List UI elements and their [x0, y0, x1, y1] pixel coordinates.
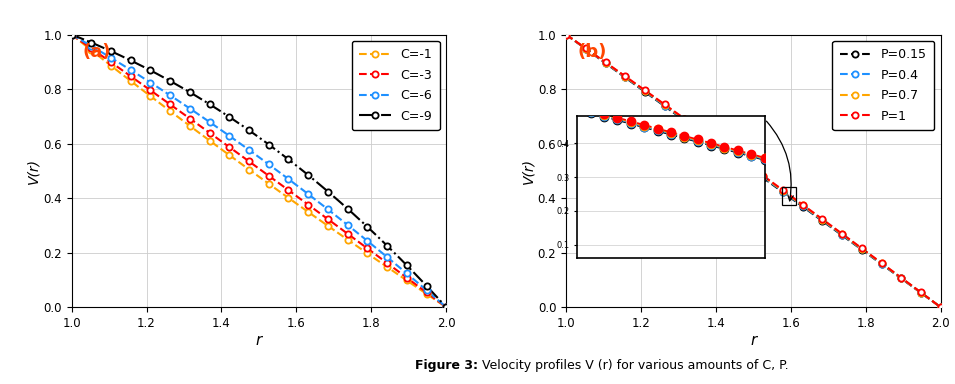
Text: Figure 3:: Figure 3: [414, 359, 478, 372]
Y-axis label: V(r): V(r) [521, 158, 535, 184]
Legend: C=-1, C=-3, C=-6, C=-9: C=-1, C=-3, C=-6, C=-9 [352, 41, 440, 130]
Y-axis label: V(r): V(r) [27, 158, 40, 184]
X-axis label: r: r [751, 333, 756, 348]
Text: (b): (b) [578, 43, 606, 61]
Bar [782, 187, 796, 205]
Legend: P=0.15, P=0.4, P=0.7, P=1: P=0.15, P=0.4, P=0.7, P=1 [832, 41, 934, 130]
Text: Velocity profiles V (r) for various amounts of C, P.: Velocity profiles V (r) for various amou… [478, 359, 788, 372]
Text: (a): (a) [83, 43, 112, 61]
X-axis label: r: r [256, 333, 262, 348]
